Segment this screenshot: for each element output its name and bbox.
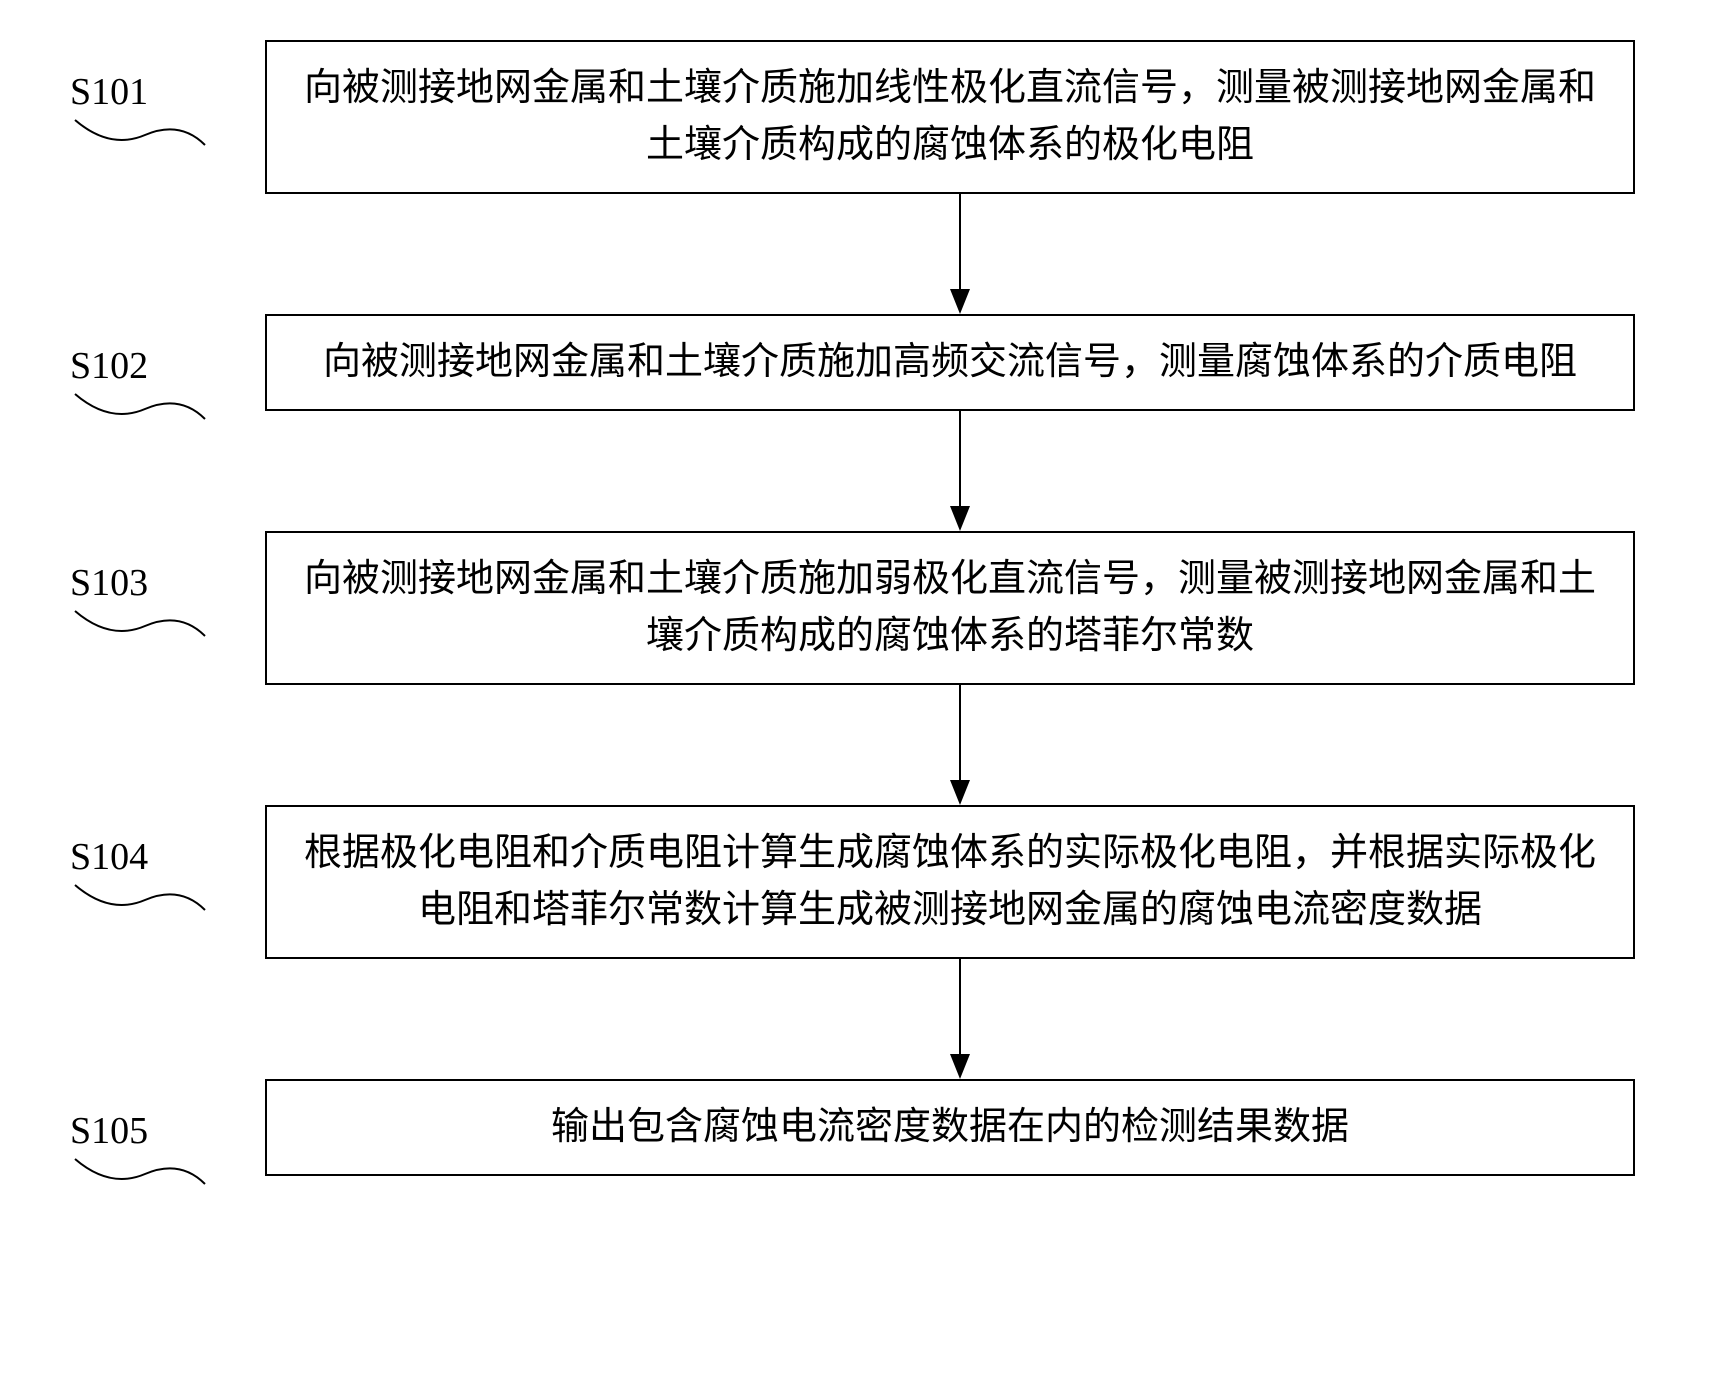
arrow-3 xyxy=(20,685,1700,805)
arrow-1 xyxy=(20,194,1700,314)
step-row-2: S102 向被测接地网金属和土壤介质施加高频交流信号，测量腐蚀体系的介质电阻 xyxy=(20,314,1700,411)
step-row-3: S103 向被测接地网金属和土壤介质施加弱极化直流信号，测量被测接地网金属和土壤… xyxy=(20,531,1700,685)
arrow-down-icon xyxy=(940,411,980,531)
label-curve-4 xyxy=(70,880,210,920)
step-row-5: S105 输出包含腐蚀电流密度数据在内的检测结果数据 xyxy=(20,1079,1700,1176)
arrow-down-icon xyxy=(940,194,980,314)
flowchart-container: S101 向被测接地网金属和土壤介质施加线性极化直流信号，测量被测接地网金属和土… xyxy=(20,40,1700,1176)
step-label-1: S101 xyxy=(70,70,148,114)
step-row-4: S104 根据极化电阻和介质电阻计算生成腐蚀体系的实际极化电阻，并根据实际极化电… xyxy=(20,805,1700,959)
step-box-4: 根据极化电阻和介质电阻计算生成腐蚀体系的实际极化电阻，并根据实际极化电阻和塔菲尔… xyxy=(265,805,1635,959)
step-box-1: 向被测接地网金属和土壤介质施加线性极化直流信号，测量被测接地网金属和土壤介质构成… xyxy=(265,40,1635,194)
step-box-3: 向被测接地网金属和土壤介质施加弱极化直流信号，测量被测接地网金属和土壤介质构成的… xyxy=(265,531,1635,685)
label-curve-5 xyxy=(70,1154,210,1194)
label-curve-3 xyxy=(70,606,210,646)
arrow-4 xyxy=(20,959,1700,1079)
step-label-3: S103 xyxy=(70,561,148,605)
step-label-2: S102 xyxy=(70,344,148,388)
step-box-5: 输出包含腐蚀电流密度数据在内的检测结果数据 xyxy=(265,1079,1635,1176)
step-label-5: S105 xyxy=(70,1109,148,1153)
arrow-down-icon xyxy=(940,685,980,805)
step-label-4: S104 xyxy=(70,835,148,879)
arrow-2 xyxy=(20,411,1700,531)
step-row-1: S101 向被测接地网金属和土壤介质施加线性极化直流信号，测量被测接地网金属和土… xyxy=(20,40,1700,194)
step-box-2: 向被测接地网金属和土壤介质施加高频交流信号，测量腐蚀体系的介质电阻 xyxy=(265,314,1635,411)
arrow-down-icon xyxy=(940,959,980,1079)
label-curve-1 xyxy=(70,115,210,155)
